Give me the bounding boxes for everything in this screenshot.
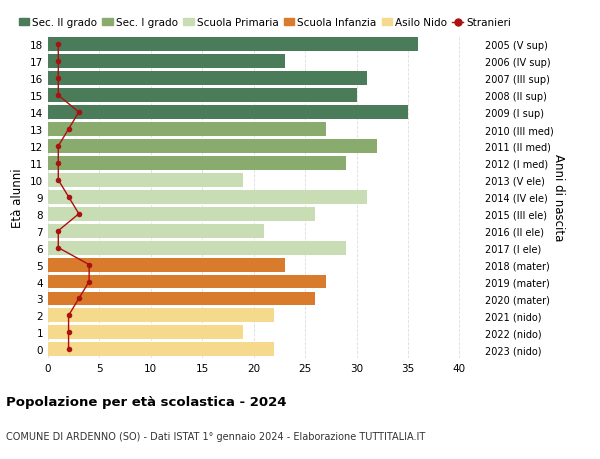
Y-axis label: Anni di nascita: Anni di nascita bbox=[552, 154, 565, 241]
Bar bbox=[48, 207, 316, 221]
Bar bbox=[48, 106, 408, 120]
Bar bbox=[48, 292, 316, 306]
Bar bbox=[48, 224, 264, 238]
Bar bbox=[48, 326, 244, 340]
Y-axis label: Età alunni: Età alunni bbox=[11, 168, 25, 227]
Bar bbox=[48, 309, 274, 323]
Text: COMUNE DI ARDENNO (SO) - Dati ISTAT 1° gennaio 2024 - Elaborazione TUTTITALIA.IT: COMUNE DI ARDENNO (SO) - Dati ISTAT 1° g… bbox=[6, 431, 425, 442]
Bar bbox=[48, 157, 346, 170]
Bar bbox=[48, 55, 284, 69]
Text: Popolazione per età scolastica - 2024: Popolazione per età scolastica - 2024 bbox=[6, 395, 287, 408]
Bar bbox=[48, 38, 418, 52]
Legend: Sec. II grado, Sec. I grado, Scuola Primaria, Scuola Infanzia, Asilo Nido, Stran: Sec. II grado, Sec. I grado, Scuola Prim… bbox=[19, 18, 511, 28]
Bar bbox=[48, 174, 244, 187]
Bar bbox=[48, 72, 367, 86]
Bar bbox=[48, 342, 274, 357]
Bar bbox=[48, 275, 326, 289]
Bar bbox=[48, 140, 377, 154]
Bar bbox=[48, 190, 367, 204]
Bar bbox=[48, 258, 284, 272]
Bar bbox=[48, 241, 346, 255]
Bar bbox=[48, 89, 356, 103]
Bar bbox=[48, 123, 326, 137]
